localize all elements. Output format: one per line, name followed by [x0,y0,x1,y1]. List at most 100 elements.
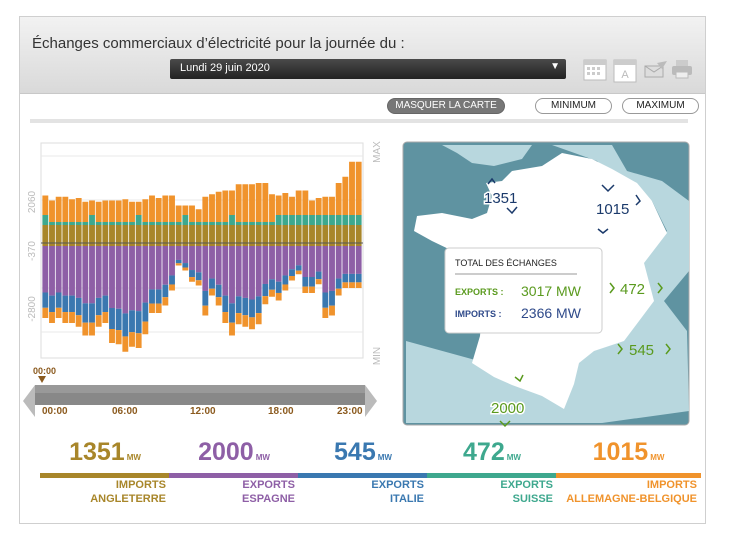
chart-bar-export-italie [242,297,249,316]
chart-bar-export-espagne [355,246,362,274]
chart-bar-import-suisse [202,222,209,225]
chart-bar-export-espagne [135,246,142,312]
chart-bar-export-angleterre [162,243,169,246]
timeline-slider[interactable] [23,385,377,417]
maximum-button[interactable]: MAXIMUM [622,98,699,114]
chart-bar-import-allemagne [282,193,289,215]
chart-bar-export-allemagne [335,288,342,296]
chart-bar-export-angleterre [269,243,275,246]
chart-bar-import-suisse [309,215,315,225]
chart-bar-export-italie [209,278,215,289]
chart-bar-export-italie [315,271,322,280]
chart-bar-export-italie [349,273,355,283]
chart-bar-import-angleterre [155,225,162,243]
calendar-a-icon[interactable]: A [613,57,637,83]
france-map[interactable]: TOTAL DES ÉCHANGES EXPORTS : 3017 MW IMP… [402,141,692,428]
chart-bar-export-angleterre [322,243,329,246]
summary-value-line: 1015 MW [556,437,701,473]
summary-direction: EXPORTS [242,479,295,491]
cursor-marker-icon[interactable] [38,376,46,383]
summary-unit: MW [255,453,270,462]
chart-bar-export-allemagne [295,270,302,275]
chart-bar-export-angleterre [255,243,262,246]
hide-map-button[interactable]: MASQUER LA CARTE [387,98,505,114]
timeline-right-arrow-icon[interactable] [365,385,377,417]
exchanges-widget: Échanges commerciaux d’électricité pour … [19,16,706,524]
chart-bar-export-espagne [69,246,75,296]
timeline-time-label: 12:00 [190,406,216,417]
chart-bar-export-espagne [349,246,355,274]
chart-bar-export-espagne [189,246,195,271]
summary-unit: MW [377,453,392,462]
chart-bar-import-suisse [242,222,249,225]
imports-label: IMPORTS : [455,309,502,319]
chart-bar-export-allemagne [209,288,215,296]
email-icon[interactable] [643,60,669,78]
summary-direction: IMPORTS [115,479,166,491]
summary-value: 545 [334,438,376,466]
summary-value-line: 1351 MW [40,437,170,473]
chart-bar-import-angleterre [269,225,275,243]
summary-color-bar [427,473,557,478]
chart-bar-import-angleterre [315,225,322,243]
calendar-icon[interactable] [583,57,607,81]
chart-bar-export-italie [249,299,255,318]
chart-bar-export-allemagne [249,317,255,330]
print-icon[interactable] [671,59,693,79]
chart-bar-import-allemagne [269,194,275,222]
chart-bar-import-allemagne [149,195,155,222]
chart-bar-import-allemagne [162,195,169,222]
chart-bar-import-angleterre [302,225,309,243]
chart-bar-import-allemagne [342,176,349,215]
chart-bar-export-angleterre [149,243,155,246]
flow-arrow-espagne-2-icon [499,420,511,428]
chart-bar-import-allemagne [315,198,322,215]
chart-bar-export-allemagne [62,312,69,323]
chart-bar-export-italie [142,302,149,322]
exchange-chart[interactable]: MAX 2060 -370 -2800 MIN 00:00 00:00 06:00 12:0… [20,17,380,422]
chart-bar-export-angleterre [189,243,195,246]
chart-bar-export-italie [309,277,315,287]
timeline-left-arrow-icon[interactable] [23,385,35,417]
flow-italie: 545 [629,342,654,359]
chart-bar-import-suisse [162,222,169,225]
chart-bar-import-allemagne [349,161,355,215]
chart-bar-export-angleterre [309,243,315,246]
chart-bar-export-espagne [182,246,189,264]
chart-bar-export-angleterre [182,243,189,246]
chart-bar-export-espagne [255,246,262,297]
chart-bar-export-italie [235,296,242,314]
chart-bar-export-espagne [282,246,289,276]
chart-bar-import-suisse [349,215,355,225]
chart-bar-import-allemagne [309,200,315,215]
chart-bar-export-espagne [322,246,329,293]
chart-bar-export-angleterre [69,243,75,246]
chart-bar-export-allemagne [89,322,95,336]
chart-bar-export-angleterre [342,243,349,246]
chart-bar-import-allemagne [249,184,255,222]
chart-bar-export-italie [42,292,49,308]
summary-allemagne-belgique: 1015 MW IMPORTS ALLEMAGNE-BELGIQUE [556,437,701,506]
chart-bar-import-angleterre [322,225,329,243]
chart-bar-import-suisse [335,215,342,225]
minimum-button[interactable]: MINIMUM [535,98,612,114]
chart-bar-import-angleterre [242,225,249,243]
flow-arrow-angleterre-icon [487,177,496,185]
chart-bar-import-suisse [295,215,302,225]
chart-bar-export-angleterre [202,243,209,246]
chart-bar-import-angleterre [175,225,182,243]
chart-bar-import-allemagne [302,190,309,215]
chart-bar-import-allemagne [102,200,109,222]
chart-bar-import-suisse [302,215,309,225]
chart-bar-export-italie [189,270,195,278]
date-select[interactable]: Lundi 29 juin 2020 ▼ [170,59,566,79]
chart-bar-import-suisse [289,215,295,225]
chart-bar-export-angleterre [329,243,335,246]
chart-bar-import-allemagne [155,198,162,222]
chart-bar-export-angleterre [115,243,122,246]
summary-unit: MW [650,453,665,462]
chart-bar-import-allemagne [75,198,82,222]
chart-bar-import-angleterre [75,225,82,243]
chart-bar-import-suisse [182,215,189,225]
chart-bar-import-allemagne [255,183,262,222]
